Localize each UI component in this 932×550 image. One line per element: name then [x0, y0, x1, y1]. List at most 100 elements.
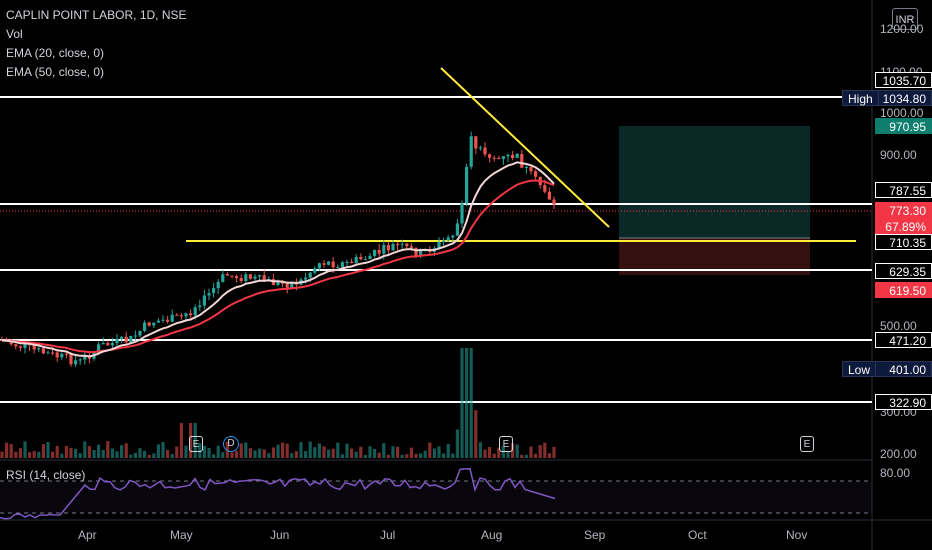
candle-body — [138, 330, 142, 336]
volume-bar — [446, 444, 450, 458]
candle-body — [14, 344, 18, 347]
candle-body — [124, 336, 128, 343]
symbol-title[interactable]: CAPLIN POINT LABOR, 1D, NSE — [6, 8, 187, 22]
candle-body — [110, 343, 114, 346]
volume-bar — [97, 444, 101, 458]
currency-badge[interactable]: INR — [892, 8, 918, 30]
volume-bar — [506, 451, 510, 458]
volume-bar — [92, 449, 96, 458]
volume-bar — [253, 450, 257, 458]
candle-body — [511, 154, 515, 159]
volume-bar — [216, 445, 220, 458]
candle-body — [492, 157, 496, 159]
long-position-stop-zone[interactable] — [619, 238, 810, 275]
yellow-trendline[interactable] — [440, 67, 610, 228]
volume-bar — [419, 453, 423, 458]
price-tag-side-label: Low — [842, 361, 877, 377]
price-tag: 401.00 — [875, 361, 932, 377]
candle-body — [442, 240, 446, 242]
candle-body — [414, 247, 418, 257]
time-axis-label: Sep — [584, 528, 606, 542]
volume-bar — [483, 449, 487, 458]
volume-bar — [129, 454, 133, 458]
rsi-axis-label: 80.00 — [880, 466, 911, 480]
volume-bar — [198, 443, 202, 458]
legend-rsi[interactable]: RSI (14, close) — [6, 468, 86, 482]
candle-body — [460, 203, 464, 224]
volume-bar — [78, 453, 82, 458]
volume-bar — [524, 454, 528, 458]
legend-volume[interactable]: Vol — [6, 27, 23, 41]
candle-body — [419, 249, 423, 257]
candle-body — [354, 256, 358, 264]
volume-bar — [442, 453, 446, 458]
volume-bar — [212, 454, 216, 458]
volume-bar — [414, 453, 418, 458]
candle-body — [400, 243, 404, 245]
volume-bar — [235, 450, 239, 458]
volume-bar — [258, 448, 262, 458]
candlesticks — [0, 131, 556, 368]
candle-body — [529, 167, 533, 172]
volume-bar — [350, 448, 354, 458]
long-position-target-zone[interactable] — [619, 126, 810, 238]
volume-bar — [18, 448, 22, 458]
volume-bar — [184, 445, 188, 458]
candle-body — [120, 336, 124, 339]
volume-bar — [32, 451, 36, 458]
candle-body — [152, 322, 156, 326]
volume-bar — [285, 443, 289, 458]
volume-bar — [469, 348, 473, 458]
candle-body — [308, 272, 312, 278]
candle-body — [239, 277, 243, 282]
dividend-event-icon[interactable]: D — [223, 436, 239, 452]
volume-bar — [207, 447, 211, 458]
candle-body — [506, 154, 510, 157]
volume-bar — [166, 449, 170, 458]
candle-body — [483, 147, 487, 155]
volume-bar — [538, 445, 542, 458]
volume-bar — [359, 446, 363, 458]
volume-bar — [405, 454, 409, 458]
volume-bar — [529, 446, 533, 458]
candle-body — [322, 263, 326, 265]
earnings-event-icon[interactable]: E — [189, 436, 203, 452]
candle-body — [156, 320, 160, 323]
candle-body — [368, 255, 372, 260]
volume-bar — [497, 447, 501, 458]
candle-body — [83, 355, 87, 360]
volume-bar — [391, 446, 395, 458]
volume-bar — [189, 423, 193, 458]
volume-bar — [106, 441, 110, 458]
candle-body — [69, 354, 73, 365]
candle-body — [386, 244, 390, 251]
volume-bar — [69, 448, 73, 458]
candle-body — [60, 353, 64, 358]
volume-bar — [474, 410, 478, 458]
legend-ema50[interactable]: EMA (50, close, 0) — [6, 65, 105, 79]
candle-body — [74, 360, 78, 365]
candle-body — [363, 259, 367, 261]
earnings-event-icon[interactable]: E — [800, 436, 814, 452]
volume-bar — [290, 453, 294, 458]
candle-body — [258, 275, 262, 277]
volume-bar — [221, 452, 225, 458]
volume-bar — [373, 448, 377, 458]
volume-bar — [244, 442, 248, 458]
candle-body — [51, 352, 55, 354]
candle-body — [455, 223, 459, 236]
price-axis-label: 1200.00 — [880, 22, 924, 36]
volume-bar — [308, 441, 312, 458]
candle-body — [409, 246, 413, 248]
candle-body — [28, 344, 32, 346]
candle-body — [524, 167, 528, 169]
volume-bar — [396, 446, 400, 458]
volume-bar — [74, 448, 78, 458]
earnings-event-icon[interactable]: E — [499, 436, 513, 452]
legend-ema20[interactable]: EMA (20, close, 0) — [6, 46, 105, 60]
volume-bar — [400, 454, 404, 458]
volume-bar — [317, 443, 321, 458]
volume-bar — [552, 446, 556, 458]
volume-bar — [193, 423, 197, 458]
